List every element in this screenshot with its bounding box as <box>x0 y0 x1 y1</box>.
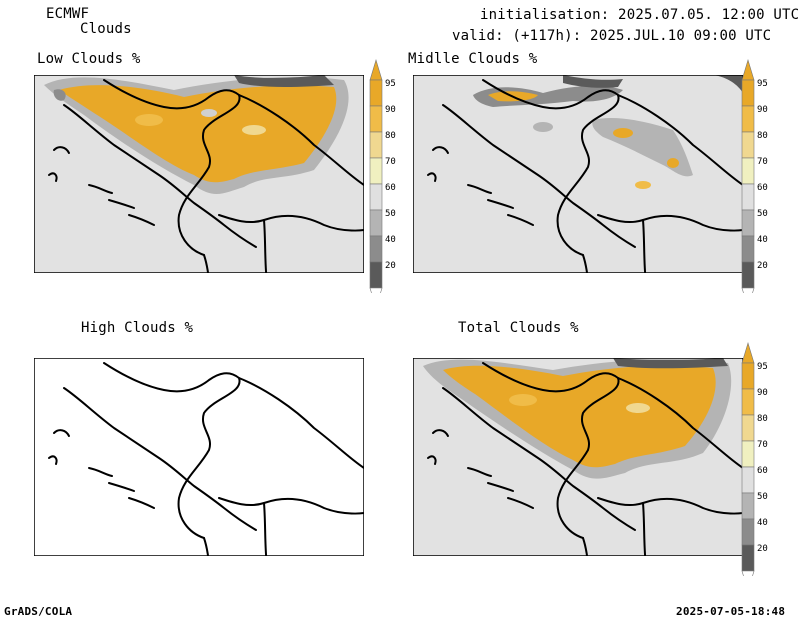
colorbar-swatch <box>369 79 383 107</box>
colorbar-swatch <box>741 492 755 520</box>
colorbar-label: 90 <box>385 105 396 115</box>
colorbar-swatch <box>741 209 755 237</box>
colorbar-swatch <box>741 105 755 133</box>
colorbar-label: 60 <box>757 466 768 476</box>
colorbar-swatch <box>741 388 755 416</box>
colorbar-label: 70 <box>385 157 396 167</box>
colorbar-swatch <box>741 261 755 289</box>
footer-left: GrADS/COLA <box>4 605 73 618</box>
colorbar-cap-bottom <box>741 287 755 293</box>
colorbar-label: 95 <box>757 362 768 372</box>
colorbar-swatch <box>741 131 755 159</box>
colorbar-label: 50 <box>385 209 396 219</box>
colorbar-label: 95 <box>757 79 768 89</box>
colorbar-label: 60 <box>757 183 768 193</box>
colorbar-cap-top <box>741 58 755 81</box>
colorbar-label: 20 <box>757 261 768 271</box>
colorbar-swatch <box>741 466 755 494</box>
colorbar-top: 95 90 80 70 60 50 40 20 <box>369 58 396 293</box>
init-time: initialisation: 2025.07.05. 12:00 UTC <box>480 7 800 23</box>
colorbar-swatch <box>741 362 755 390</box>
colorbar-label: 40 <box>385 235 396 245</box>
colorbar-label: 50 <box>757 209 768 219</box>
colorbar-cap-bottom <box>369 287 383 293</box>
colorbar-label: 80 <box>757 131 768 141</box>
footer-right: 2025-07-05-18:48 <box>676 605 786 618</box>
colorbar-swatch <box>741 544 755 572</box>
panel-title-middle: Midlle Clouds % <box>408 51 538 67</box>
colorbar-label: 20 <box>757 544 768 554</box>
colorbar-swatch <box>741 157 755 185</box>
panel-title-low: Low Clouds % <box>37 51 141 67</box>
colorbar-label: 90 <box>757 388 768 398</box>
colorbar-label: 60 <box>385 183 396 193</box>
colorbar-swatch <box>741 79 755 107</box>
colorbar-swatch <box>369 131 383 159</box>
colorbar-label: 80 <box>385 131 396 141</box>
colorbar-middle: 95 90 80 70 60 50 40 20 <box>741 58 768 293</box>
colorbar-label: 40 <box>757 235 768 245</box>
colorbar-label: 20 <box>385 261 396 271</box>
colorbar-cap-bottom <box>741 570 755 576</box>
model-name: ECMWF <box>46 6 90 22</box>
colorbar-swatch <box>369 235 383 263</box>
colorbar-swatch <box>741 518 755 546</box>
colorbar-swatch <box>741 183 755 211</box>
colorbar-label: 70 <box>757 157 768 167</box>
colorbar-swatch <box>741 235 755 263</box>
middle-clouds-map <box>413 75 743 273</box>
colorbar-swatch <box>369 261 383 289</box>
colorbar-swatch <box>741 440 755 468</box>
colorbar-swatch <box>369 105 383 133</box>
product-name: Clouds <box>80 21 132 37</box>
colorbar-label: 95 <box>385 79 396 89</box>
total-clouds-map <box>413 358 743 556</box>
colorbar-swatch <box>369 209 383 237</box>
colorbar-label: 90 <box>757 105 768 115</box>
colorbar-swatch <box>369 157 383 185</box>
colorbar-swatch <box>369 183 383 211</box>
high-clouds-map <box>34 358 364 556</box>
panel-title-high: High Clouds % <box>81 320 194 336</box>
colorbar-label: 50 <box>757 492 768 502</box>
colorbar-label: 70 <box>757 440 768 450</box>
low-clouds-map <box>34 75 364 273</box>
colorbar-swatch <box>741 414 755 442</box>
valid-time: valid: (+117h): 2025.JUL.10 09:00 UTC <box>452 28 772 44</box>
panel-title-total: Total Clouds % <box>458 320 579 336</box>
colorbar-label: 80 <box>757 414 768 424</box>
colorbar-cap-top <box>741 341 755 364</box>
colorbar-cap-top <box>369 58 383 81</box>
colorbar-label: 40 <box>757 518 768 528</box>
colorbar-total: 95 90 80 70 60 50 40 20 <box>741 341 768 576</box>
